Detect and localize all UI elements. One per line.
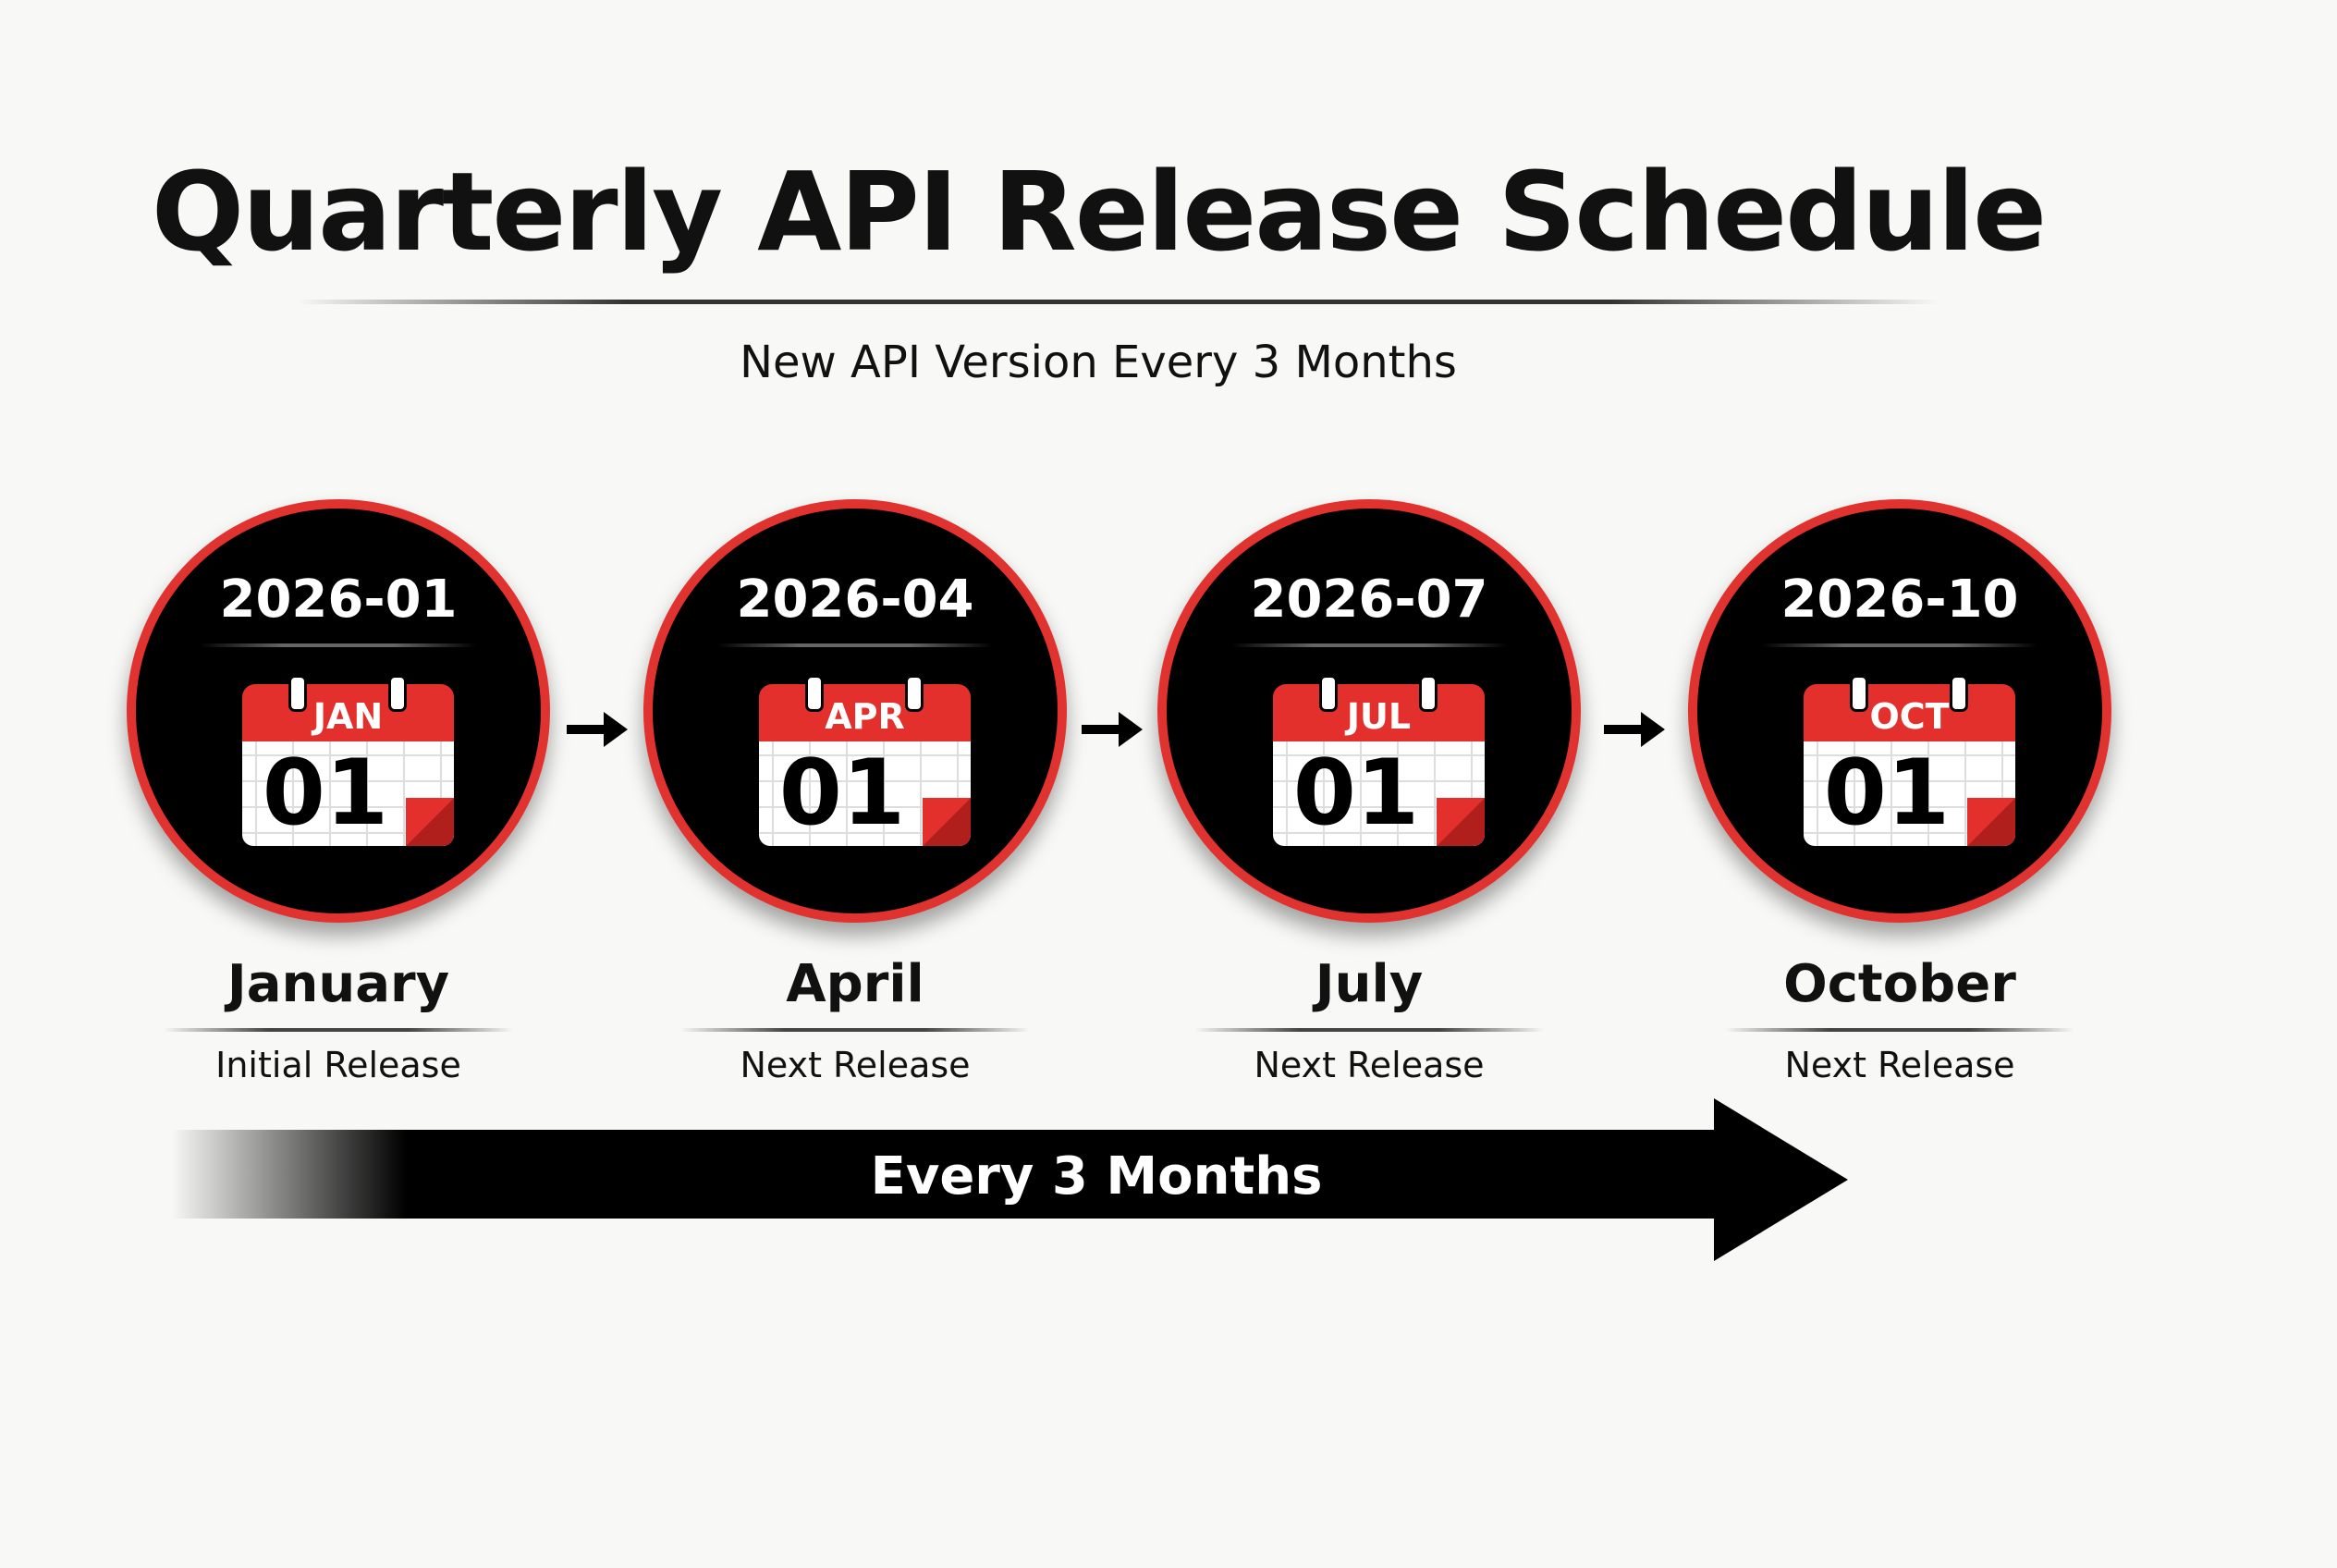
milestone-october: 2026-10 OCT 01 October Next Release (1688, 499, 2111, 1085)
calendar-ring-icon (288, 675, 307, 712)
arrow-right-icon (566, 712, 628, 747)
milestone-label: Next Release (1254, 1045, 1485, 1085)
calendar-ring-icon (1950, 675, 1968, 712)
milestone-circle: 2026-07 JUL 01 (1157, 499, 1581, 923)
calendar-month: JUL (1273, 684, 1485, 741)
milestone-circle: 2026-01 JAN 01 (127, 499, 550, 923)
page-title: Quarterly API Release Schedule (151, 148, 2047, 276)
calendar-icon: OCT 01 (1804, 675, 2015, 846)
date-divider (201, 643, 476, 647)
date-divider (1231, 643, 1507, 647)
month-divider (164, 1028, 513, 1032)
calendar-grid (242, 741, 454, 846)
milestone-label: Initial Release (215, 1045, 461, 1085)
calendar-grid (1804, 741, 2015, 846)
calendar-day: 01 (262, 741, 389, 846)
milestone-circle: 2026-04 APR 01 (643, 499, 1067, 923)
milestone-july: 2026-07 JUL 01 July Next Release (1157, 499, 1581, 1085)
calendar-month: JAN (242, 684, 454, 741)
date-divider (717, 643, 993, 647)
calendar-ring-icon (905, 675, 924, 712)
month-divider (680, 1028, 1030, 1032)
calendar-day: 01 (778, 741, 906, 846)
page-curl-icon (1437, 798, 1485, 846)
milestone-month: January (226, 954, 450, 1014)
milestone-date: 2026-10 (1780, 570, 2019, 630)
month-divider (1725, 1028, 2074, 1032)
timeline-arrow (171, 1098, 1848, 1261)
milestone-month: July (1315, 954, 1424, 1014)
milestone-circle: 2026-10 OCT 01 (1688, 499, 2111, 923)
milestone-month: April (786, 954, 924, 1014)
calendar-icon: APR 01 (759, 675, 971, 846)
subtitle: New API Version Every 3 Months (740, 337, 1457, 388)
calendar-ring-icon (1419, 675, 1438, 712)
calendar-month: OCT (1804, 684, 2015, 741)
page-curl-icon (1967, 798, 2015, 846)
calendar-day: 01 (1292, 741, 1420, 846)
milestone-january: 2026-01 JAN 01 January Initial Release (127, 499, 550, 1085)
arrow-right-icon (1604, 712, 1665, 747)
calendar-icon: JAN 01 (242, 675, 454, 846)
calendar-day: 01 (1823, 741, 1951, 846)
milestone-date: 2026-01 (219, 570, 458, 630)
milestone-label: Next Release (740, 1045, 971, 1085)
timeline-arrow-label: Every 3 Months (870, 1146, 1323, 1207)
calendar-month: APR (759, 684, 971, 741)
milestone-date: 2026-07 (1250, 570, 1488, 630)
milestone-label: Next Release (1784, 1045, 2015, 1085)
month-divider (1194, 1028, 1544, 1032)
arrow-right-icon (1082, 712, 1143, 747)
date-divider (1762, 643, 2037, 647)
page-curl-icon (406, 798, 454, 846)
milestone-april: 2026-04 APR 01 April Next Release (643, 499, 1067, 1085)
calendar-icon: JUL 01 (1273, 675, 1485, 846)
calendar-ring-icon (805, 675, 824, 712)
calendar-ring-icon (1319, 675, 1338, 712)
title-divider (298, 300, 1938, 304)
milestone-month: October (1783, 954, 2016, 1014)
milestone-date: 2026-04 (736, 570, 974, 630)
calendar-ring-icon (1850, 675, 1868, 712)
calendar-ring-icon (388, 675, 407, 712)
page-curl-icon (923, 798, 971, 846)
